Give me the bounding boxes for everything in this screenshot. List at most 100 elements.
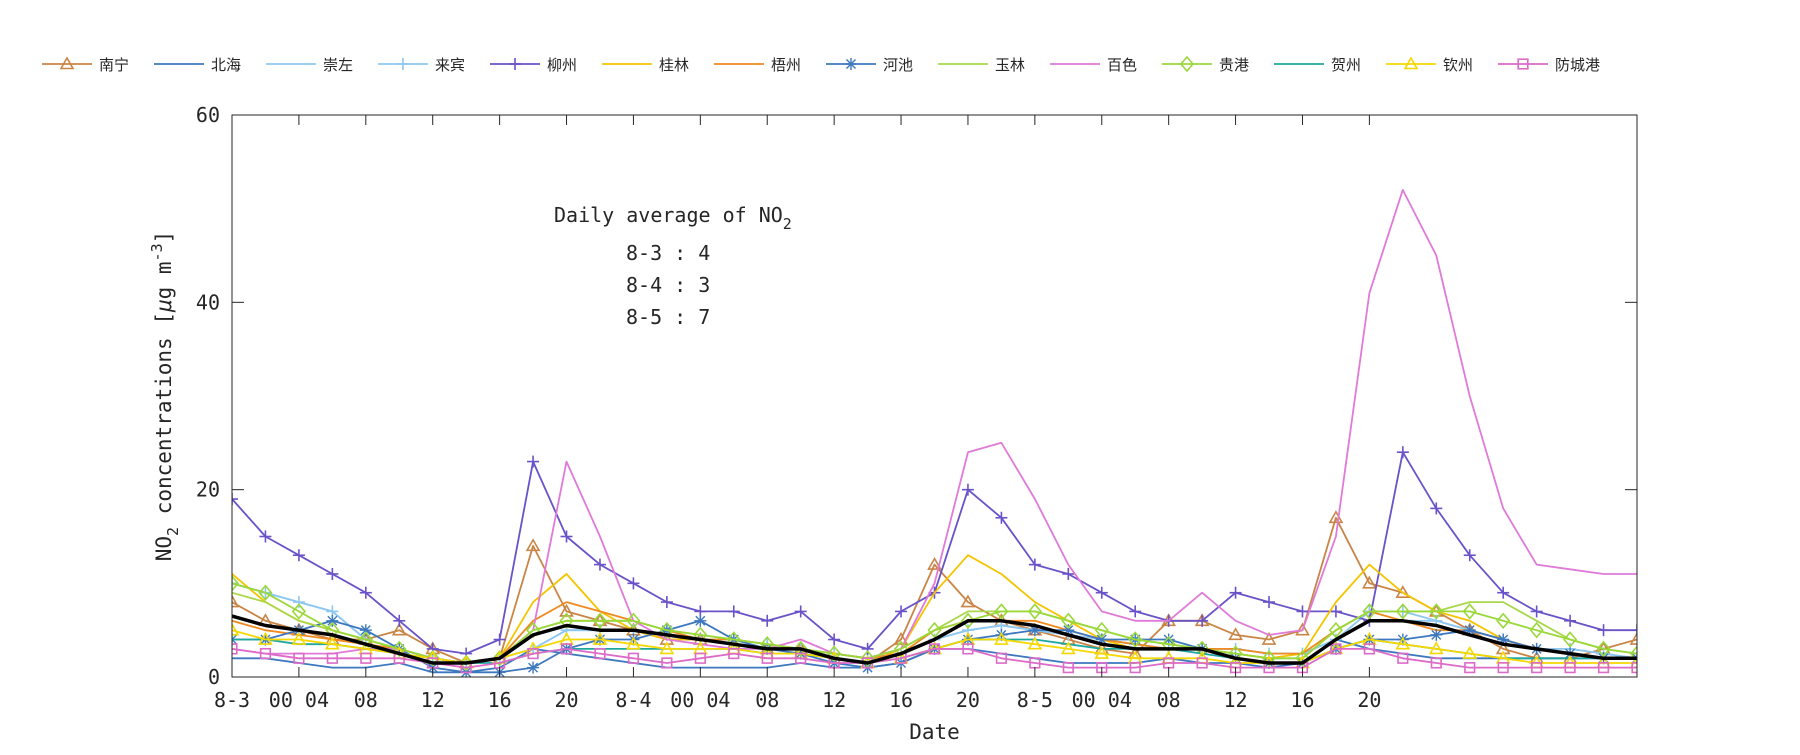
data-point xyxy=(526,621,541,639)
data-point xyxy=(292,596,305,609)
legend-item: 梧州 xyxy=(714,56,801,74)
data-point xyxy=(1328,621,1343,639)
data-point xyxy=(1462,603,1477,620)
data-point xyxy=(1497,586,1510,599)
data-point xyxy=(326,614,339,627)
legend-label: 柳州 xyxy=(547,56,577,74)
data-point xyxy=(1529,621,1544,639)
data-point xyxy=(232,577,238,590)
legend-item: 防城港 xyxy=(1498,56,1600,74)
x-tick-label: 08 xyxy=(1157,688,1181,712)
data-point xyxy=(232,575,240,592)
data-point xyxy=(1228,627,1243,641)
data-point xyxy=(626,612,641,630)
plot-frame xyxy=(231,114,1638,678)
data-point xyxy=(259,647,272,660)
data-point xyxy=(360,652,372,664)
data-point xyxy=(593,558,606,571)
data-point xyxy=(1295,650,1310,667)
data-point xyxy=(961,483,974,496)
data-point xyxy=(258,584,273,601)
annotation-line: 8-4 : 3 xyxy=(626,273,710,297)
data-point xyxy=(994,603,1009,620)
legend-label: 南宁 xyxy=(99,56,129,74)
data-point xyxy=(1061,612,1076,630)
data-point xyxy=(459,654,474,672)
data-point xyxy=(793,640,808,658)
data-point xyxy=(995,511,1008,524)
data-point xyxy=(1564,662,1576,674)
annotation-line: 8-3 : 4 xyxy=(626,241,710,265)
data-point xyxy=(559,603,574,617)
data-point xyxy=(1395,603,1410,620)
data-point xyxy=(392,640,407,658)
data-point xyxy=(1095,586,1108,599)
legend-label: 贵港 xyxy=(1219,56,1249,74)
x-tick-label: 20 xyxy=(554,688,578,712)
data-point xyxy=(1429,603,1444,620)
legend-marker xyxy=(1403,56,1419,70)
legend-item: 桂林 xyxy=(602,56,689,74)
legend-marker xyxy=(1179,55,1195,73)
x-tick-label: 00 04 xyxy=(1072,688,1132,712)
legend-label: 北海 xyxy=(211,56,241,74)
y-tick-label: 60 xyxy=(196,103,220,127)
data-point xyxy=(895,605,908,618)
data-point xyxy=(962,643,974,655)
x-tick-label: 16 xyxy=(488,688,512,712)
data-point xyxy=(927,621,942,639)
data-point xyxy=(694,652,706,664)
data-point xyxy=(827,645,842,662)
annotation-box: Daily average of NO2 8-3 : 4 8-4 : 3 8-5 : … xyxy=(554,203,792,329)
data-point xyxy=(694,614,707,627)
data-point xyxy=(1027,636,1043,650)
plot-area xyxy=(232,189,1637,677)
data-point xyxy=(927,556,942,570)
data-point xyxy=(232,493,238,506)
data-point xyxy=(1363,643,1375,655)
data-point xyxy=(359,586,372,599)
data-point xyxy=(660,596,673,609)
legend-label: 崇左 xyxy=(323,56,353,74)
data-point xyxy=(1531,662,1543,674)
x-axis-label: Date xyxy=(909,720,960,744)
data-point xyxy=(1129,662,1141,674)
data-point xyxy=(232,594,240,608)
data-point xyxy=(292,549,305,562)
x-tick-label: 8-3 xyxy=(214,688,250,712)
data-point xyxy=(1362,603,1377,620)
data-point xyxy=(525,538,541,552)
legend: 南宁 北海 崇左 来宾 柳州 桂林 梧州 河池 玉林 百色 贵港 贺州 钦州 防城港 xyxy=(42,55,1600,74)
data-point xyxy=(1261,650,1277,667)
data-point xyxy=(861,642,874,655)
data-point xyxy=(760,635,775,653)
data-point xyxy=(627,577,640,590)
data-point xyxy=(527,661,540,674)
legend-label: 玉林 xyxy=(995,56,1025,74)
x-tick-label: 12 xyxy=(822,688,846,712)
data-point xyxy=(626,636,641,650)
data-point xyxy=(1597,662,1610,674)
data-point xyxy=(1397,652,1409,664)
data-point xyxy=(1497,662,1509,674)
legend-label: 钦州 xyxy=(1443,56,1473,74)
data-point xyxy=(893,631,909,645)
data-point xyxy=(1196,657,1208,669)
data-point xyxy=(1094,645,1110,659)
x-tick-label: 20 xyxy=(1357,688,1381,712)
data-point xyxy=(358,631,373,648)
data-point xyxy=(1195,640,1210,658)
data-point xyxy=(293,652,305,664)
data-point xyxy=(1295,622,1310,636)
data-point xyxy=(1428,641,1444,655)
data-point xyxy=(560,530,573,543)
data-point xyxy=(1631,624,1637,637)
data-point xyxy=(659,621,674,639)
legend-item: 贺州 xyxy=(1274,56,1361,74)
x-tick-label: 00 04 xyxy=(269,688,329,712)
x-tick-label: 12 xyxy=(1224,688,1248,712)
annotation-line: 8-5 : 7 xyxy=(626,305,710,329)
data-point xyxy=(324,636,340,650)
legend-item: 北海 xyxy=(154,56,241,74)
